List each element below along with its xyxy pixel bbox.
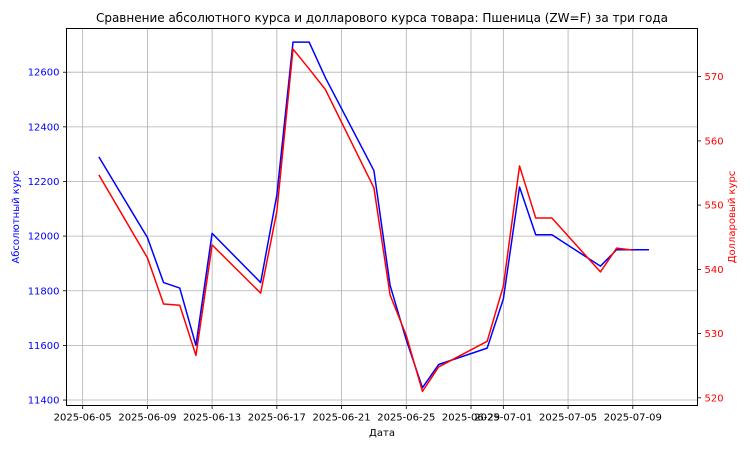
x-tick-label: 2025-06-09 xyxy=(118,413,176,424)
dollar-rate-line xyxy=(98,48,633,393)
grid-lines xyxy=(66,28,698,406)
left-axis-ticks: 11400 11600 11800 12000 12200 12400 12600 xyxy=(28,68,67,407)
absolute-rate-line xyxy=(98,41,649,389)
x-tick-label: 2025-07-05 xyxy=(539,413,597,424)
x-tick-label: 2025-06-25 xyxy=(377,413,435,424)
right-tick-label: 540 xyxy=(705,265,724,276)
left-tick-label: 11600 xyxy=(28,341,60,352)
left-tick-label: 12600 xyxy=(28,68,60,79)
x-tick-label: 2025-07-09 xyxy=(604,413,662,424)
right-tick-label: 560 xyxy=(705,136,724,147)
x-tick-label: 2025-06-13 xyxy=(183,413,241,424)
chart-title: Сравнение абсолютного курса и долларовог… xyxy=(96,11,668,25)
left-tick-label: 11400 xyxy=(28,396,60,407)
left-tick-label: 12000 xyxy=(28,232,60,243)
right-tick-label: 530 xyxy=(705,329,724,340)
right-axis-title: Долларовый курс xyxy=(727,171,738,264)
left-tick-label: 11800 xyxy=(28,286,60,297)
left-axis-title: Абсолютный курс xyxy=(11,170,22,263)
x-tick-label: 2025-06-17 xyxy=(248,413,306,424)
plot-frame xyxy=(66,28,698,406)
series-lines xyxy=(98,41,649,393)
left-tick-label: 12200 xyxy=(28,177,60,188)
x-tick-label: 2025-06-29 xyxy=(442,413,500,424)
x-axis-ticks: 2025-06-05 2025-06-09 2025-06-13 2025-06-17… xyxy=(54,405,662,424)
left-tick-label: 12400 xyxy=(28,122,60,133)
right-tick-label: 570 xyxy=(705,72,724,83)
x-axis-title: Дата xyxy=(369,428,395,439)
right-tick-label: 520 xyxy=(705,393,724,404)
x-tick-label: 2025-07-01 xyxy=(474,413,532,424)
right-tick-label: 550 xyxy=(705,201,724,212)
right-axis-ticks: 520 530 540 550 560 570 xyxy=(697,72,724,404)
x-tick-label: 2025-06-05 xyxy=(54,413,112,424)
x-tick-label: 2025-06-21 xyxy=(312,413,370,424)
